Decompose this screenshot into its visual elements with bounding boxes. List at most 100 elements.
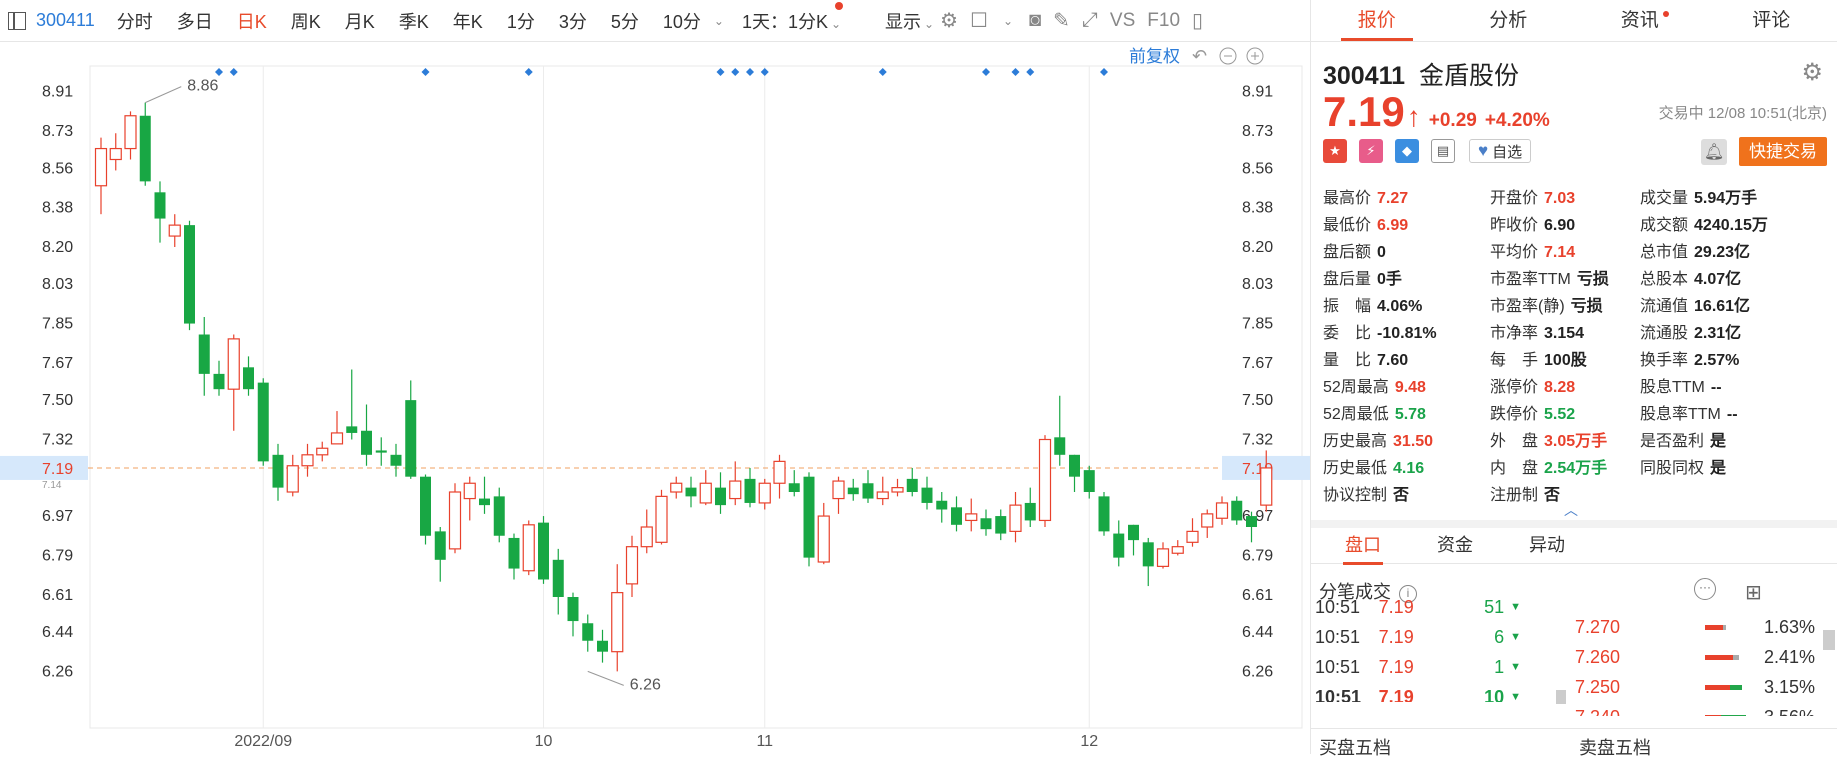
tab-news-label: 资讯 xyxy=(1621,10,1659,31)
period-select-label: 1天：1分K xyxy=(742,12,828,32)
price-change-pct: +4.20% xyxy=(1485,110,1550,132)
china-flag-icon[interactable]: ★ xyxy=(1323,139,1347,163)
tab-10min[interactable]: 10分 xyxy=(663,8,701,34)
chevron-down-icon[interactable]: ⌄ xyxy=(1003,14,1013,28)
y-tick-label-right: 6.79 xyxy=(1242,547,1273,564)
candle-body-down xyxy=(848,488,859,495)
run-icon[interactable]: ⚡ xyxy=(1359,139,1383,163)
fq-select[interactable]: 前复权 xyxy=(1129,47,1180,66)
tab-news[interactable]: 资讯 xyxy=(1574,0,1706,41)
panel-toggle-icon[interactable] xyxy=(8,12,26,30)
badge-row: ★ ⚡ ◆ ▤ ♥自选 xyxy=(1323,139,1531,163)
settings-icon[interactable]: ⚙ xyxy=(940,8,958,33)
grid-icon[interactable]: ⊞ xyxy=(1745,580,1762,605)
stats-row: 协议控制否注册制否 xyxy=(1323,479,1833,506)
candle-body-down xyxy=(804,477,815,558)
fullscreen-icon[interactable]: ⤢ xyxy=(1082,9,1098,32)
candle-body-down xyxy=(435,531,446,559)
pen-icon[interactable]: ✎ xyxy=(1053,8,1070,33)
candle-body-down xyxy=(907,479,918,492)
tab-weekly-k[interactable]: 周K xyxy=(291,8,321,34)
y-tick-label-right: 8.20 xyxy=(1242,239,1273,256)
gear-icon[interactable]: ⚙ xyxy=(1801,58,1823,87)
quick-trade-button[interactable]: 快捷交易 xyxy=(1739,137,1827,166)
candle-body-up xyxy=(1261,468,1272,505)
y-tick-label: 7.32 xyxy=(42,432,73,449)
tab-order-book[interactable]: 盘口 xyxy=(1323,528,1403,563)
stat-value: 31.50 xyxy=(1393,433,1433,450)
tick-time: 10:51 xyxy=(1311,597,1379,618)
stat-value: 2.57% xyxy=(1694,352,1739,369)
candle-body-down xyxy=(405,400,416,477)
tag-icon[interactable]: ◆ xyxy=(1395,139,1419,163)
tab-5min[interactable]: 5分 xyxy=(611,8,639,34)
level-bar-gray xyxy=(1733,655,1740,660)
display-select[interactable]: 显示⌄ xyxy=(885,8,934,34)
stat-label: 流通股 xyxy=(1640,325,1688,342)
document-icon[interactable]: ▤ xyxy=(1431,139,1455,163)
level-bar-gray xyxy=(1723,625,1725,630)
y-tick-label: 7.14 xyxy=(42,480,62,491)
undo-icon[interactable]: ↶ xyxy=(1192,46,1207,67)
tab-quote[interactable]: 报价 xyxy=(1311,0,1443,41)
stock-code: 300411 xyxy=(36,10,95,31)
bell-icon[interactable]: 🔔︎ xyxy=(1701,139,1727,165)
level-row: 7.2403.56% xyxy=(1575,702,1815,716)
more-icon[interactable]: ··· xyxy=(1694,578,1716,600)
x-tick-label: 12 xyxy=(1080,733,1098,750)
stat-label: 量 比 xyxy=(1323,352,1371,369)
tab-yearly-k[interactable]: 年K xyxy=(453,8,483,34)
tab-abnormal[interactable]: 异动 xyxy=(1507,528,1587,563)
square-icon[interactable]: ☐ xyxy=(970,8,988,33)
tick-time: 10:51 xyxy=(1311,657,1379,678)
level-pct: 2.41% xyxy=(1759,647,1815,668)
stat-value: 16.61亿 xyxy=(1694,298,1750,315)
tab-monthly-k[interactable]: 月K xyxy=(345,8,375,34)
period-select[interactable]: 1天：1分K⌄ xyxy=(742,8,841,34)
vs-button[interactable]: VS xyxy=(1110,10,1135,32)
scrollbar[interactable] xyxy=(1556,690,1566,704)
candle-body-up xyxy=(627,547,638,584)
y-tick-label-right: 8.56 xyxy=(1242,160,1273,177)
side-panel-icon[interactable]: ▯ xyxy=(1192,8,1203,33)
candle-body-up xyxy=(833,481,844,499)
tab-comments[interactable]: 评论 xyxy=(1706,0,1837,41)
scrollbar[interactable] xyxy=(1823,630,1835,650)
stat-value: -- xyxy=(1727,406,1738,423)
tab-capital[interactable]: 资金 xyxy=(1415,528,1495,563)
stat-value: 7.14 xyxy=(1544,244,1575,261)
f10-button[interactable]: F10 xyxy=(1147,10,1180,32)
candle-body-down xyxy=(951,507,962,525)
tab-3min[interactable]: 3分 xyxy=(559,8,587,34)
chevron-down-icon[interactable]: ⌄ xyxy=(714,14,724,28)
level-price: 7.260 xyxy=(1575,647,1705,668)
level-bar xyxy=(1705,655,1751,660)
y-tick-label: 8.20 xyxy=(42,239,73,256)
y-tick-label: 6.79 xyxy=(42,547,73,564)
stat-label: 委 比 xyxy=(1323,325,1371,342)
candle-body-up xyxy=(302,455,313,466)
y-tick-label-right: 7.85 xyxy=(1242,316,1273,333)
stat-label: 是否盈利 xyxy=(1640,433,1704,450)
tab-quarterly-k[interactable]: 季K xyxy=(399,8,429,34)
tab-daily-k[interactable]: 日K xyxy=(237,8,267,34)
tab-1min[interactable]: 1分 xyxy=(507,8,535,34)
tick-volume: 6 xyxy=(1466,627,1505,648)
level-bar-red xyxy=(1705,625,1723,630)
tab-multiday[interactable]: 多日 xyxy=(177,8,213,34)
camera-icon[interactable]: ◙ xyxy=(1029,9,1041,32)
tab-analysis[interactable]: 分析 xyxy=(1443,0,1575,41)
y-tick-label: 7.67 xyxy=(42,355,73,372)
add-watchlist-button[interactable]: ♥自选 xyxy=(1469,139,1531,163)
chevron-up-icon[interactable]: ︿ xyxy=(1564,500,1578,520)
tick-volume: 1 xyxy=(1466,657,1505,678)
level-pct: 1.63% xyxy=(1759,617,1815,638)
stat-value: 2.54万手 xyxy=(1544,460,1607,477)
tab-timeshare[interactable]: 分时 xyxy=(117,8,153,34)
